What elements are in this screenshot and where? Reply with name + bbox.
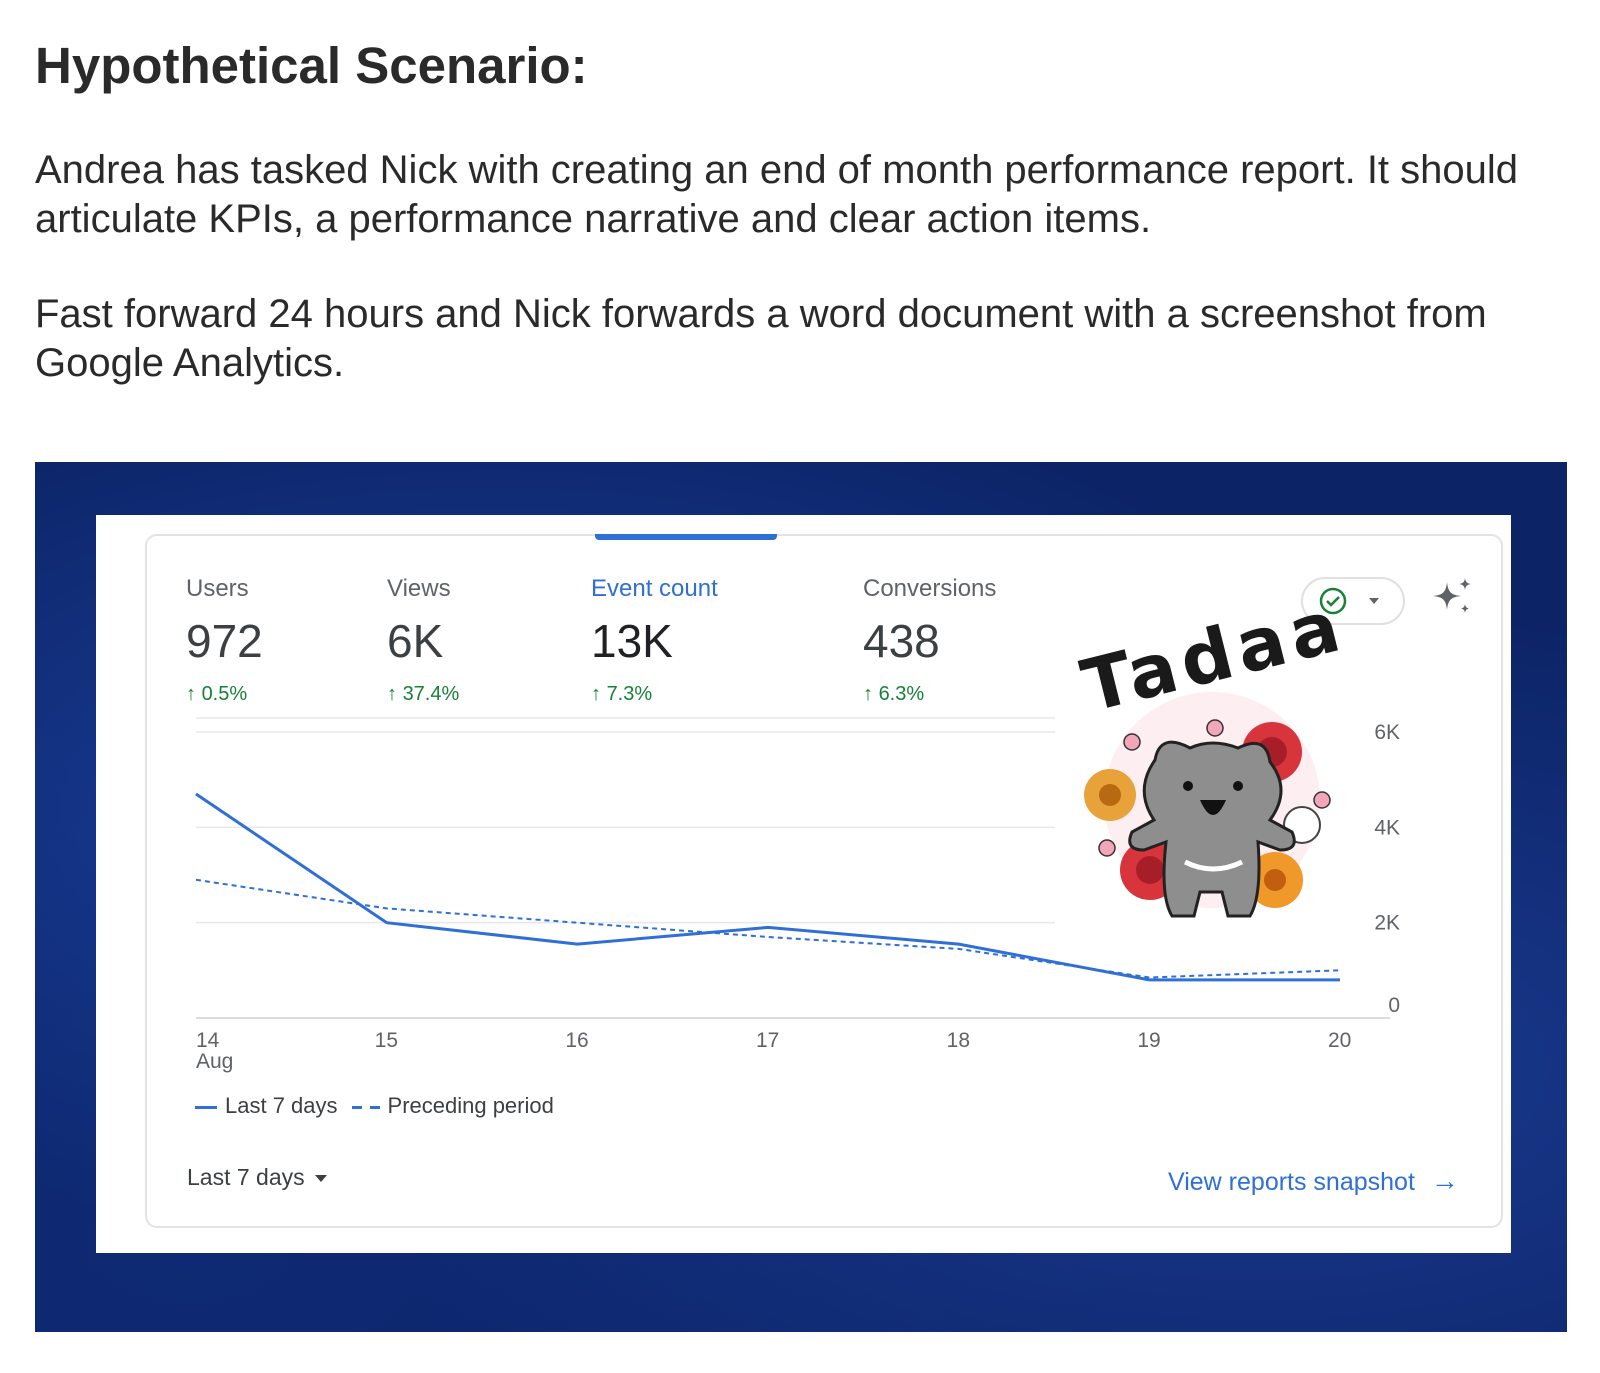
status-dropdown-button[interactable] (1301, 577, 1405, 625)
chevron-down-icon (1369, 598, 1379, 604)
date-range-dropdown[interactable]: Last 7 days (187, 1164, 327, 1191)
followup-paragraph: Fast forward 24 hours and Nick forwards … (35, 292, 1487, 385)
x-tick-label: 14 (196, 1029, 220, 1052)
x-tick-label: 20 (1328, 1029, 1351, 1052)
x-tick-label: 15 (375, 1029, 398, 1052)
metric-label: Views (387, 575, 451, 602)
page-heading: Hypothetical Scenario: (35, 37, 588, 94)
x-month-label: Aug (196, 1050, 233, 1073)
arrow-up-icon: ↑ (186, 683, 196, 705)
chart-legend: Last 7 days Preceding period (195, 1093, 554, 1119)
caret-down-icon (314, 1175, 327, 1183)
arrow-up-icon: ↑ (591, 683, 601, 705)
metric-value: 972 (186, 615, 263, 667)
metric-value: 6K (387, 615, 444, 667)
active-tab-indicator (595, 534, 777, 540)
scenario-paragraph: Andrea has tasked Nick with creating an … (35, 148, 1519, 241)
date-range-label: Last 7 days (187, 1164, 305, 1190)
legend-current: Last 7 days (225, 1093, 338, 1118)
metric-conversions[interactable]: Conversions 438 ↑ 6.3% (863, 575, 996, 706)
arrow-up-icon: ↑ (387, 683, 397, 705)
tadaa-sticker: Tadaa (1074, 582, 1353, 918)
y-tick-label: 2K (1374, 912, 1400, 935)
metric-label: Users (186, 575, 249, 602)
metric-value: 438 (863, 615, 940, 667)
series-line-preceding (195, 878, 1341, 979)
x-tick-label: 19 (1137, 1029, 1160, 1052)
y-tick-label: 0 (1388, 994, 1400, 1017)
x-tick-label: 16 (565, 1029, 588, 1052)
legend-previous: Preceding period (387, 1093, 554, 1118)
sparkle-icon[interactable] (1431, 576, 1475, 620)
metric-delta: ↑ 7.3% (591, 683, 653, 705)
metric-views[interactable]: Views 6K ↑ 37.4% (387, 575, 459, 706)
metric-label: Event count (591, 575, 718, 602)
y-tick-label: 6K (1374, 721, 1400, 744)
view-reports-snapshot-link[interactable]: View reports snapshot → (1168, 1165, 1459, 1197)
metric-event-count[interactable]: Event count 13K ↑ 7.3% (591, 575, 718, 706)
arrow-right-icon: → (1430, 1165, 1459, 1196)
x-tick-label: 18 (947, 1029, 970, 1052)
metric-delta: ↑ 6.3% (863, 683, 925, 705)
metric-delta: ↑ 0.5% (186, 683, 248, 705)
check-circle-icon (1319, 587, 1379, 615)
series-line-current (195, 792, 1340, 982)
snapshot-link-label: View reports snapshot (1168, 1168, 1415, 1196)
metric-delta: ↑ 37.4% (387, 683, 460, 705)
dashed-line-swatch (351, 1105, 380, 1109)
x-tick-label: 17 (756, 1029, 779, 1052)
arrow-up-icon: ↑ (863, 683, 873, 705)
solid-line-swatch (195, 1105, 217, 1109)
metric-users[interactable]: Users 972 ↑ 0.5% (186, 575, 263, 706)
y-tick-label: 4K (1374, 816, 1400, 839)
metric-value: 13K (591, 615, 673, 667)
metric-label: Conversions (863, 575, 997, 602)
